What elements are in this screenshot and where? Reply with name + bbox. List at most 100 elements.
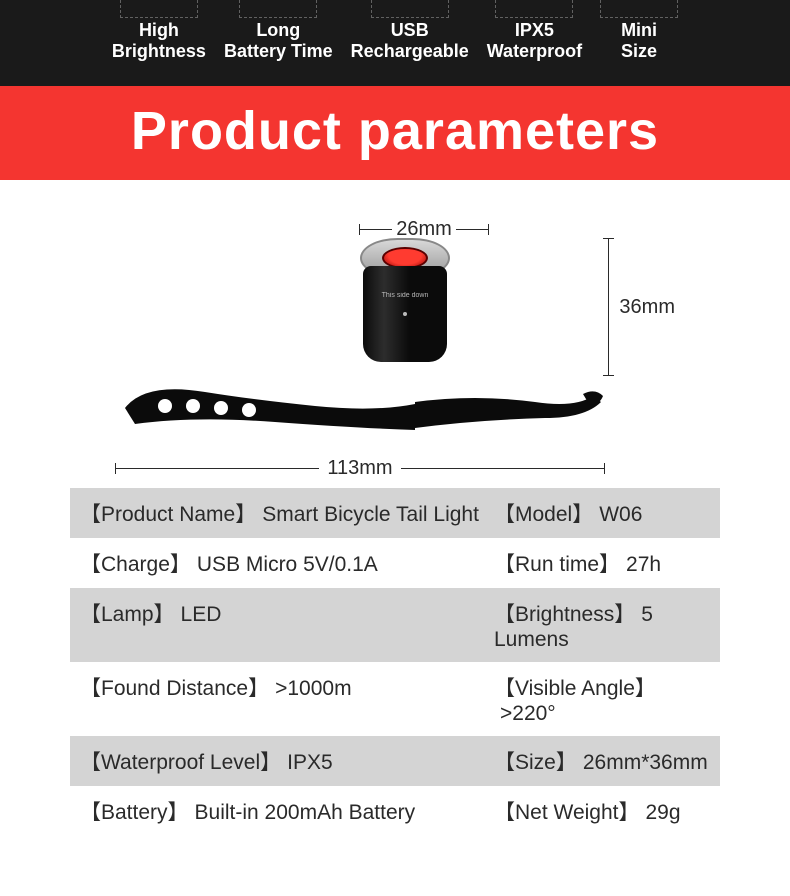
feature-battery: Long Battery Time: [224, 0, 333, 68]
spec-cell-right: 【Brightness】5 Lumens: [494, 598, 710, 652]
spec-key: Run time: [515, 553, 599, 576]
spec-row: 【Waterproof Level】IPX5【Size】26mm*36mm: [70, 736, 720, 786]
feature-label: Long Battery Time: [224, 20, 333, 61]
bracket-icon: 【: [494, 553, 515, 576]
spec-cell-left: 【Found Distance】 >1000m: [80, 672, 494, 726]
spec-row: 【Battery】Built-in 200mAh Battery【Net Wei…: [70, 786, 720, 836]
bracket-icon: 【: [494, 503, 515, 526]
feature-brightness: High Brightness: [112, 0, 206, 68]
feature-line1: Long: [256, 20, 300, 40]
feature-usb: USB Rechargeable: [351, 0, 469, 68]
product-body-label: This side down: [382, 292, 429, 299]
spec-cell-left: 【Product Name】Smart Bicycle Tail Light: [80, 498, 494, 528]
spec-row: 【Charge】USB Micro 5V/0.1A【Run time】27h: [70, 538, 720, 588]
feature-icon-box: [120, 0, 198, 18]
dimension-length-value: 113mm: [319, 457, 400, 480]
bracket-icon: 】: [619, 801, 640, 824]
feature-line1: IPX5: [515, 20, 554, 40]
spec-value: 29g: [646, 801, 681, 824]
spec-value: LED: [181, 603, 222, 626]
bracket-icon: 】: [154, 603, 175, 626]
spec-value: >220°: [500, 702, 556, 725]
page-title: Product parameters: [0, 100, 790, 162]
spec-value: 26mm*36mm: [583, 751, 708, 774]
spec-cell-right: 【Visible Angle】 >220°: [494, 672, 710, 726]
bracket-icon: 】: [614, 603, 635, 626]
spec-key: Lamp: [101, 603, 154, 626]
spec-key: Size: [515, 751, 556, 774]
spec-row: 【Product Name】Smart Bicycle Tail Light【M…: [70, 488, 720, 538]
feature-line1: USB: [391, 20, 429, 40]
dimension-length: 113mm: [115, 457, 605, 480]
spec-cell-left: 【Charge】USB Micro 5V/0.1A: [80, 548, 494, 578]
spec-key: Net Weight: [515, 801, 619, 824]
spec-cell-right: 【Size】 26mm*36mm: [494, 746, 710, 776]
feature-icon-box: [371, 0, 449, 18]
bracket-icon: 】: [260, 751, 281, 774]
spec-cell-left: 【Waterproof Level】 IPX5: [80, 746, 494, 776]
feature-line1: Mini: [621, 20, 657, 40]
spec-cell-right: 【Net Weight】 29g: [494, 796, 710, 826]
bracket-icon: 【: [80, 677, 101, 700]
dimension-bar-icon: [401, 468, 605, 469]
feature-line2: Rechargeable: [351, 41, 469, 61]
spec-key: Model: [515, 503, 572, 526]
feature-line2: Waterproof: [487, 41, 582, 61]
diagram-area: 26mm 36mm: [0, 180, 790, 488]
dimension-bar-icon: [456, 229, 489, 230]
feature-line1: High: [139, 20, 179, 40]
feature-size: Mini Size: [600, 0, 678, 68]
bracket-icon: 】: [572, 503, 593, 526]
spec-value: 27h: [626, 553, 661, 576]
spec-value: Built-in 200mAh Battery: [195, 801, 416, 824]
bracket-icon: 】: [599, 553, 620, 576]
feature-icon-box: [600, 0, 678, 18]
bracket-icon: 】: [635, 677, 656, 700]
bracket-icon: 】: [556, 751, 577, 774]
feature-icon-box: [495, 0, 573, 18]
spec-key: Charge: [101, 553, 170, 576]
bracket-icon: 【: [80, 751, 101, 774]
dimension-bar-icon: [608, 238, 609, 376]
feature-label: IPX5 Waterproof: [487, 20, 582, 61]
dimension-height-value: 36mm: [619, 296, 675, 319]
product-cylinder: This side down: [363, 266, 447, 362]
dimension-bar-icon: [115, 468, 319, 469]
bracket-icon: 【: [494, 603, 515, 626]
bracket-icon: 【: [80, 603, 101, 626]
spec-value: W06: [599, 503, 642, 526]
feature-line2: Battery Time: [224, 41, 333, 61]
spec-key: Brightness: [515, 603, 614, 626]
indicator-dot-icon: [403, 312, 407, 316]
specs-table: 【Product Name】Smart Bicycle Tail Light【M…: [70, 488, 720, 836]
bracket-icon: 【: [494, 751, 515, 774]
bracket-icon: 【: [80, 503, 101, 526]
feature-label: Mini Size: [621, 20, 657, 61]
features-strip: High Brightness Long Battery Time USB Re…: [0, 0, 790, 86]
feature-label: High Brightness: [112, 20, 206, 61]
bracket-icon: 【: [494, 677, 515, 700]
header-band: Product parameters: [0, 86, 790, 180]
spec-value: IPX5: [287, 751, 333, 774]
spec-cell-right: 【Run time】 27h: [494, 548, 710, 578]
strap-icon: [115, 372, 605, 434]
bracket-icon: 【: [494, 801, 515, 824]
bracket-icon: 】: [248, 677, 269, 700]
spec-key: Product Name: [101, 503, 235, 526]
bracket-icon: 】: [168, 801, 189, 824]
product-light-body: This side down: [357, 238, 453, 378]
spec-value: >1000m: [275, 677, 351, 700]
dimension-height: 36mm: [608, 238, 675, 376]
spec-row: 【Found Distance】>1000m【Visible Angle】>22…: [70, 662, 720, 736]
spec-key: Waterproof Level: [101, 751, 260, 774]
product-illustration: This side down: [115, 238, 605, 456]
spec-cell-right: 【Model】 W06: [494, 498, 710, 528]
spec-key: Found Distance: [101, 677, 248, 700]
product-strap: [115, 372, 605, 434]
spec-cell-left: 【Battery】Built-in 200mAh Battery: [80, 796, 494, 826]
spec-key: Visible Angle: [515, 677, 635, 700]
bracket-icon: 【: [80, 553, 101, 576]
bracket-icon: 】: [235, 503, 256, 526]
spec-key: Battery: [101, 801, 168, 824]
spec-row: 【Lamp】LED【Brightness】5 Lumens: [70, 588, 720, 662]
